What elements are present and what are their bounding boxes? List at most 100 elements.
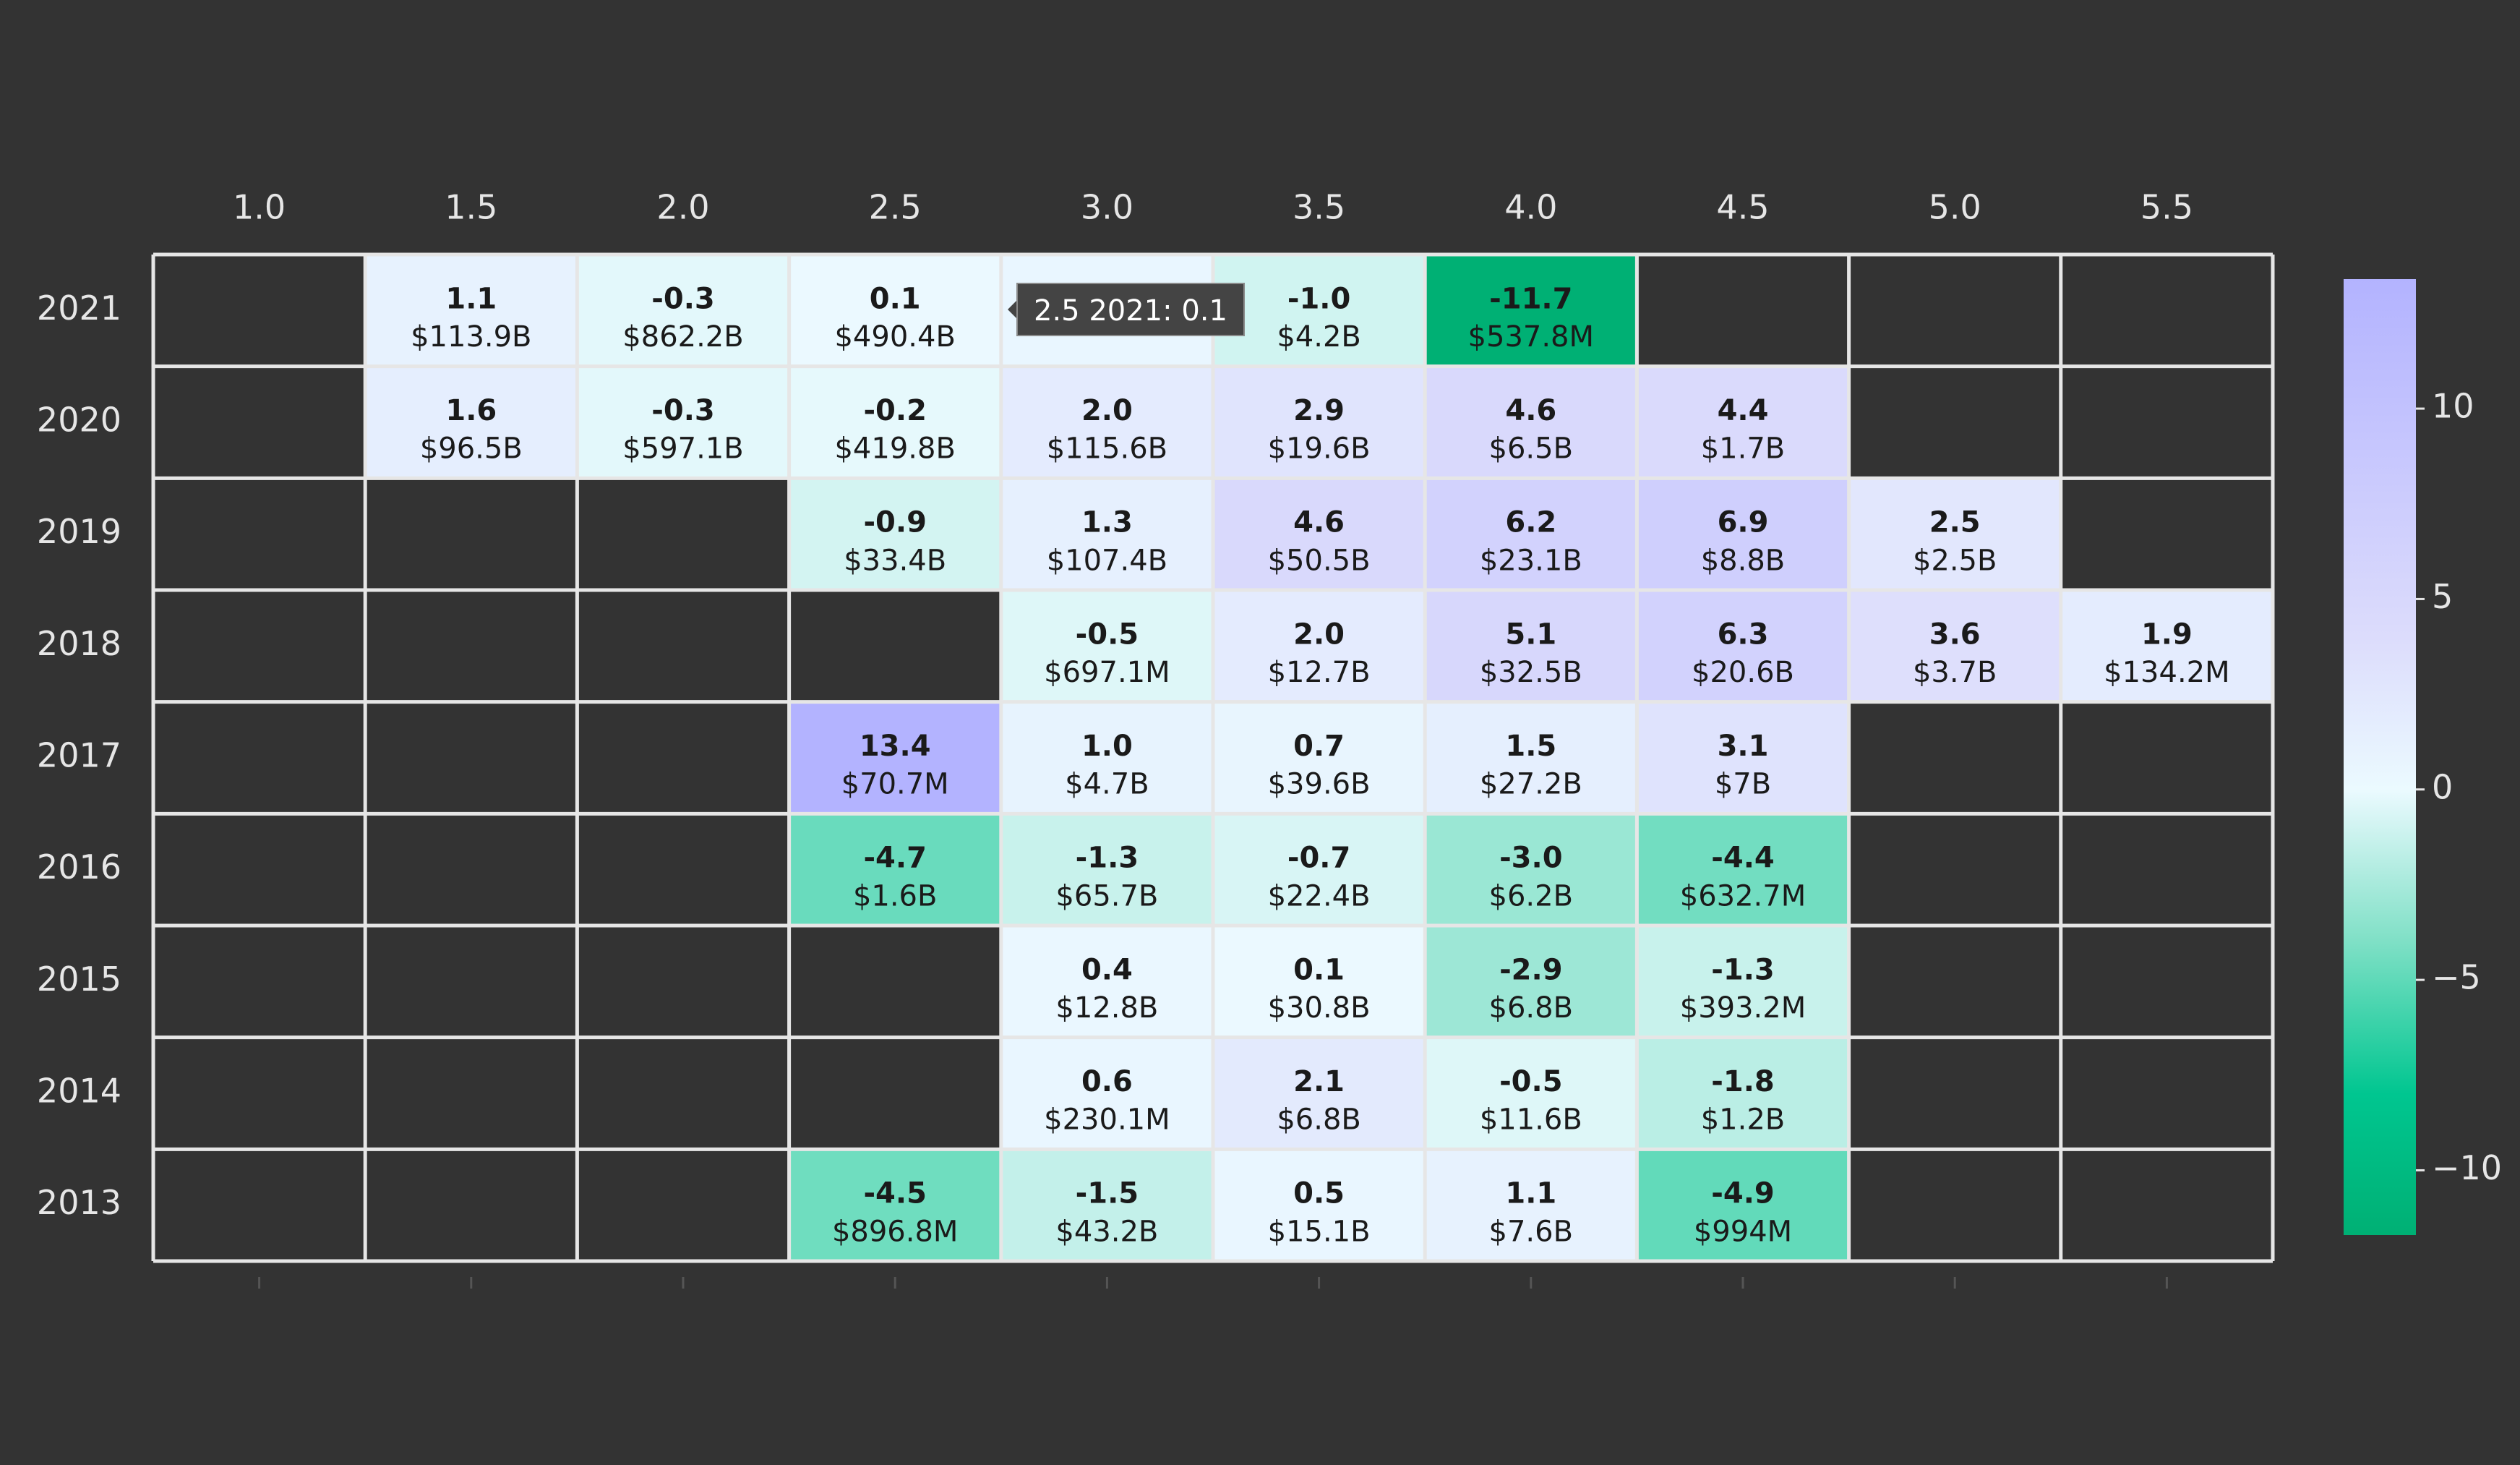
heatmap-cell[interactable]: [1425, 255, 1637, 367]
heatmap-cell[interactable]: [1425, 1149, 1637, 1261]
cell-amount-label: $12.8B: [1055, 991, 1158, 1025]
tooltip-arrow: [1008, 299, 1018, 320]
heatmap-cell[interactable]: [365, 255, 578, 367]
heatmap-cell[interactable]: [1213, 366, 1426, 479]
cell-amount-label: $27.2B: [1480, 768, 1582, 801]
cell-amount-label: $6.2B: [1489, 879, 1574, 913]
cell-value-label: -0.2: [863, 394, 926, 427]
cell-amount-label: $32.5B: [1480, 656, 1582, 689]
cell-amount-label: $65.7B: [1055, 879, 1158, 913]
cell-value-label: 6.9: [1718, 506, 1769, 539]
heatmap-cell[interactable]: [1000, 926, 1213, 1038]
heatmap-cell[interactable]: [1000, 1149, 1213, 1261]
cell-amount-label: $896.8M: [832, 1215, 958, 1248]
cell-amount-label: $597.1B: [622, 432, 743, 466]
heatmap-cell[interactable]: [577, 255, 789, 367]
cell-amount-label: $4.2B: [1277, 320, 1361, 354]
heatmap-cell[interactable]: [1000, 813, 1213, 926]
heatmap-cell[interactable]: [1637, 926, 1849, 1038]
cell-value-label: -4.4: [1711, 842, 1774, 875]
cell-amount-label: $70.7M: [841, 768, 949, 801]
cell-value-label: 2.5: [1929, 506, 1981, 539]
cell-value-label: 1.1: [1505, 1177, 1556, 1210]
heatmap-cell[interactable]: [789, 1149, 1001, 1261]
cell-amount-label: $537.8M: [1468, 320, 1594, 354]
heatmap-cell[interactable]: [1425, 926, 1637, 1038]
cell-value-label: -0.7: [1287, 842, 1350, 875]
heatmap-cell[interactable]: [1637, 701, 1849, 814]
cell-amount-label: $30.8B: [1268, 991, 1371, 1025]
y-tick-label: 2013: [37, 1183, 121, 1222]
heatmap-cell[interactable]: [1425, 478, 1637, 590]
cell-amount-label: $419.8B: [834, 432, 955, 466]
heatmap-cell[interactable]: [1425, 813, 1637, 926]
heatmap-cell[interactable]: [1213, 701, 1426, 814]
cell-amount-label: $39.6B: [1268, 768, 1371, 801]
heatmap-cell[interactable]: [1213, 1149, 1426, 1261]
heatmap-cell[interactable]: [1425, 1037, 1637, 1150]
heatmap-cell[interactable]: [1637, 1037, 1849, 1150]
x-tick-label: 1.5: [445, 188, 497, 227]
heatmap-cell[interactable]: [789, 813, 1001, 926]
y-tick-label: 2021: [37, 289, 121, 328]
heatmap-cell[interactable]: [1425, 590, 1637, 702]
x-tick-label: 4.0: [1504, 188, 1557, 227]
cell-value-label: 4.6: [1293, 506, 1345, 539]
heatmap-cell[interactable]: [577, 366, 789, 479]
heatmap-cell[interactable]: [789, 701, 1001, 814]
heatmap-cell[interactable]: [1213, 813, 1426, 926]
heatmap-cell[interactable]: [1213, 478, 1426, 590]
cell-amount-label: $230.1M: [1044, 1103, 1170, 1137]
cell-value-label: 3.6: [1929, 618, 1981, 651]
colorbar-tick-label: 0: [2432, 767, 2453, 806]
heatmap-cell[interactable]: [1000, 1037, 1213, 1150]
heatmap-cell[interactable]: [1000, 366, 1213, 479]
cell-amount-label: $2.5B: [1913, 544, 1997, 577]
heatmap-cell[interactable]: [789, 255, 1001, 367]
cell-value-label: -4.7: [863, 842, 926, 875]
cell-amount-label: $134.2M: [2104, 656, 2229, 689]
heatmap-cell[interactable]: [2060, 590, 2273, 702]
heatmap-cell[interactable]: [1425, 701, 1637, 814]
cell-amount-label: $994M: [1694, 1215, 1792, 1248]
cell-amount-label: $697.1M: [1044, 656, 1170, 689]
cell-value-label: -1.3: [1076, 842, 1139, 875]
heatmap-cell[interactable]: [1000, 590, 1213, 702]
heatmap-cell[interactable]: [1848, 478, 2061, 590]
heatmap-cell[interactable]: [1425, 366, 1637, 479]
heatmap-cell[interactable]: [1637, 478, 1849, 590]
cell-amount-label: $12.7B: [1268, 656, 1371, 689]
x-tick-label: 4.5: [1716, 188, 1769, 227]
heatmap-cell[interactable]: [789, 366, 1001, 479]
cell-amount-label: $4.7B: [1065, 768, 1149, 801]
heatmap-cell[interactable]: [1637, 366, 1849, 479]
heatmap-grid: [151, 252, 2275, 1263]
heatmap-cell[interactable]: [1213, 255, 1426, 367]
x-tick-label: 3.0: [1081, 188, 1133, 227]
x-tick-label: 3.5: [1293, 188, 1345, 227]
cell-value-label: -3.0: [1499, 842, 1562, 875]
heatmap-cell[interactable]: [1637, 1149, 1849, 1261]
cell-value-label: 1.0: [1081, 730, 1133, 763]
heatmap-cell[interactable]: [365, 366, 578, 479]
cell-value-label: 2.0: [1293, 618, 1345, 651]
cell-value-label: -2.9: [1499, 953, 1562, 986]
x-tick-label: 5.0: [1929, 188, 1981, 227]
cell-amount-label: $23.1B: [1480, 544, 1582, 577]
heatmap-cell[interactable]: [1000, 478, 1213, 590]
heatmap-cell[interactable]: [789, 478, 1001, 590]
heatmap-cell[interactable]: [1213, 590, 1426, 702]
colorbar-tick-label: 5: [2432, 577, 2453, 616]
cell-value-label: 1.1: [445, 282, 497, 315]
heatmap-cell[interactable]: [1637, 813, 1849, 926]
cell-amount-label: $15.1B: [1268, 1215, 1371, 1248]
heatmap-cell[interactable]: [1213, 1037, 1426, 1150]
cell-value-label: 0.5: [1293, 1177, 1345, 1210]
heatmap-cell[interactable]: [1000, 701, 1213, 814]
heatmap-cell[interactable]: [1213, 926, 1426, 1038]
heatmap-cell[interactable]: [1848, 590, 2061, 702]
cell-amount-label: $1.6B: [853, 879, 938, 913]
cell-value-label: -0.5: [1499, 1065, 1562, 1098]
heatmap-cell[interactable]: [1637, 590, 1849, 702]
cell-value-label: 3.1: [1718, 730, 1769, 763]
